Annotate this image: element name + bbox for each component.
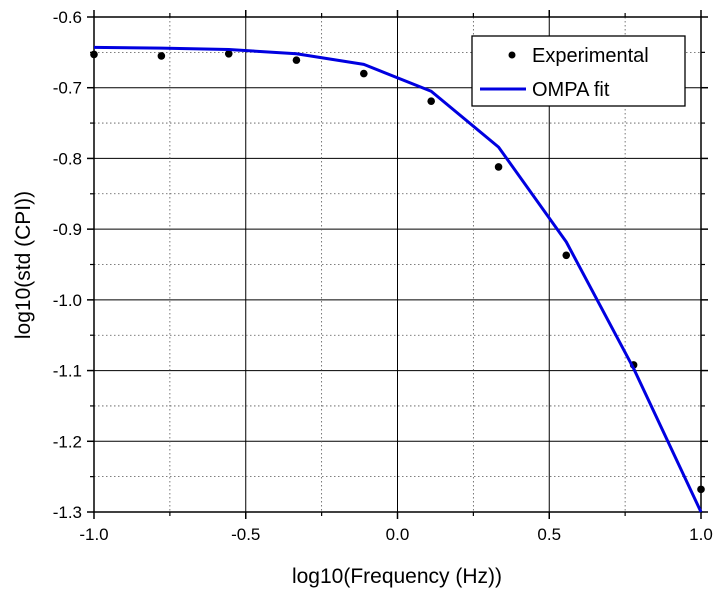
y-tick-label: -0.7 <box>53 79 82 98</box>
y-axis-label: log10(std (CPI)) <box>12 191 35 339</box>
data-point-experimental <box>90 50 98 59</box>
y-tick-label: -1.1 <box>53 362 82 381</box>
data-point-experimental <box>562 251 571 260</box>
y-tick-label: -0.6 <box>53 8 82 27</box>
y-tick-label: -1.0 <box>53 291 82 310</box>
series-line-ompa-fit <box>93 45 703 513</box>
x-tick-label: 0.0 <box>386 525 410 544</box>
legend-label-experimental: Experimental <box>532 45 649 67</box>
series <box>90 45 705 513</box>
legend-label-ompa-fit: OMPA fit <box>532 79 610 101</box>
x-tick-label: -0.5 <box>231 525 260 544</box>
axes: -1.0 -0.5 0.0 0.5 1.0 -0.6 -0.7 -0.8 -0.9 -1.0 -1.… <box>53 8 713 544</box>
y-tick-label: -0.8 <box>53 149 82 168</box>
data-point-experimental <box>494 163 503 171</box>
x-tick-label: -1.0 <box>79 525 108 544</box>
y-tick-label: -1.2 <box>53 432 82 451</box>
x-tick-label: 0.5 <box>537 525 561 544</box>
data-point-experimental <box>427 97 435 105</box>
data-point-experimental <box>292 56 301 64</box>
y-tick-label: -1.3 <box>53 503 82 522</box>
legend-marker-experimental <box>508 51 516 59</box>
y-tick-label: -0.9 <box>53 220 82 239</box>
legend: Experimental OMPA fit <box>471 35 686 107</box>
legend-box <box>471 35 686 107</box>
data-point-experimental <box>224 49 233 58</box>
data-point-experimental <box>360 69 368 78</box>
x-tick-label: 1.0 <box>689 525 713 544</box>
data-point-experimental <box>157 52 166 60</box>
data-point-experimental <box>697 485 705 494</box>
x-axis-label: log10(Frequency (Hz)) <box>292 565 502 588</box>
